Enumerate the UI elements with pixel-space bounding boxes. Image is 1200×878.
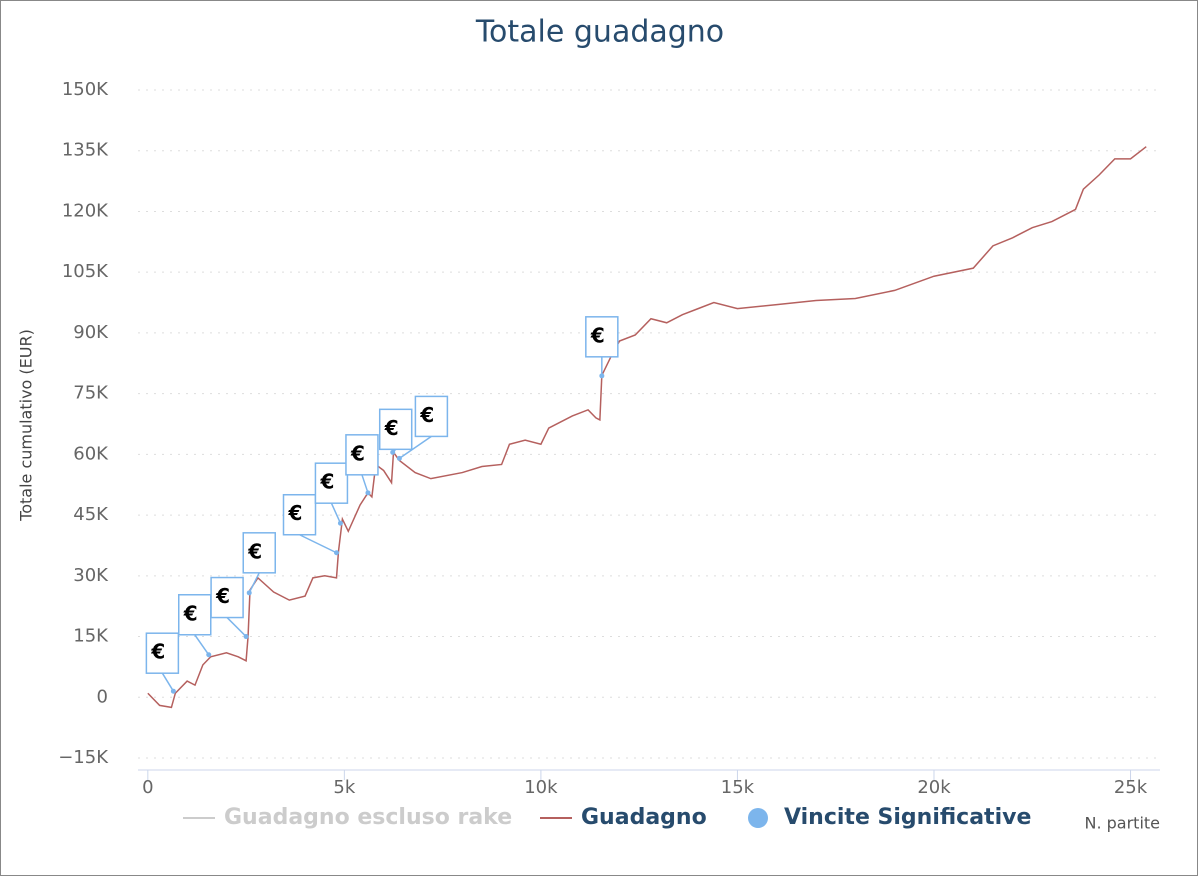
y-tick-label: −15K	[58, 747, 109, 768]
flag-box	[585, 316, 619, 358]
flag-connector	[226, 617, 247, 638]
flag-box	[145, 632, 180, 674]
y-axis-title: Totale cumulativo (EUR)	[17, 329, 36, 522]
legend-item[interactable]: Guadagno	[540, 805, 707, 830]
legend-label: Guadagno	[581, 805, 707, 830]
flag-box	[282, 493, 317, 536]
x-tick-label: 15k	[721, 777, 755, 798]
significant-win	[390, 449, 396, 455]
flag-label: €	[288, 501, 303, 525]
flag-box	[314, 462, 349, 504]
flag-label: €	[319, 470, 334, 494]
x-tick-label: 25k	[1114, 777, 1148, 798]
y-tick-label: 45K	[73, 504, 109, 525]
y-tick-label: 0	[97, 686, 108, 707]
legend-label: Vincite Significative	[784, 805, 1031, 830]
y-tick-label: 90K	[73, 322, 109, 343]
y-tick-label: 60K	[73, 443, 109, 464]
x-tick-label: 10k	[524, 777, 558, 798]
significant-win	[337, 520, 343, 526]
line-series	[147, 146, 1147, 709]
significant-win	[365, 490, 371, 496]
flag-connector	[161, 672, 175, 692]
significant-win	[599, 373, 605, 379]
legend-symbol	[748, 808, 768, 828]
x-tick-label: 5k	[333, 777, 355, 798]
flag-label: €	[419, 403, 434, 427]
significant-win	[243, 634, 249, 640]
y-tick-label: 75K	[73, 383, 109, 404]
flag-box	[210, 576, 244, 619]
flag-label: €	[590, 323, 605, 347]
y-tick-label: 135K	[62, 140, 109, 161]
legend-item[interactable]: Guadagno escluso rake	[183, 805, 512, 830]
flag-connector	[330, 502, 342, 524]
flag-connector	[194, 634, 210, 656]
flag-box	[378, 408, 413, 451]
y-tick-label: 30K	[73, 565, 109, 586]
y-tick-label: 15K	[73, 626, 109, 647]
significant-win	[246, 590, 252, 596]
y-tick-label: 120K	[62, 200, 109, 221]
flag-box	[414, 395, 449, 438]
y-tick-label: 105K	[62, 261, 109, 282]
significant-win	[170, 688, 176, 694]
flag-connector	[361, 474, 369, 494]
flag-label: €	[247, 539, 262, 563]
significant-win	[334, 550, 340, 556]
flag-label: €	[183, 601, 198, 625]
flag-connector	[299, 534, 337, 554]
x-tick-label: 20k	[917, 777, 951, 798]
legend-item[interactable]: Vincite Significative	[748, 805, 1031, 830]
x-tick-label: 0	[142, 777, 153, 798]
flag-connector	[248, 572, 260, 594]
x-axis-title: N. partite	[1084, 814, 1160, 833]
chart-title: Totale guadagno	[475, 15, 724, 50]
flag-box	[345, 434, 379, 476]
flag-label: €	[215, 584, 230, 608]
flag-connector	[398, 435, 432, 460]
legend-label: Guadagno escluso rake	[224, 805, 512, 830]
significant-win	[396, 455, 402, 461]
significant-win	[206, 652, 212, 658]
flag-label: €	[384, 416, 399, 440]
flag-box	[178, 594, 212, 636]
y-tick-label: 150K	[62, 79, 109, 100]
flag-label: €	[350, 441, 365, 465]
flag-box	[242, 532, 276, 574]
flag-label: €	[150, 640, 165, 664]
